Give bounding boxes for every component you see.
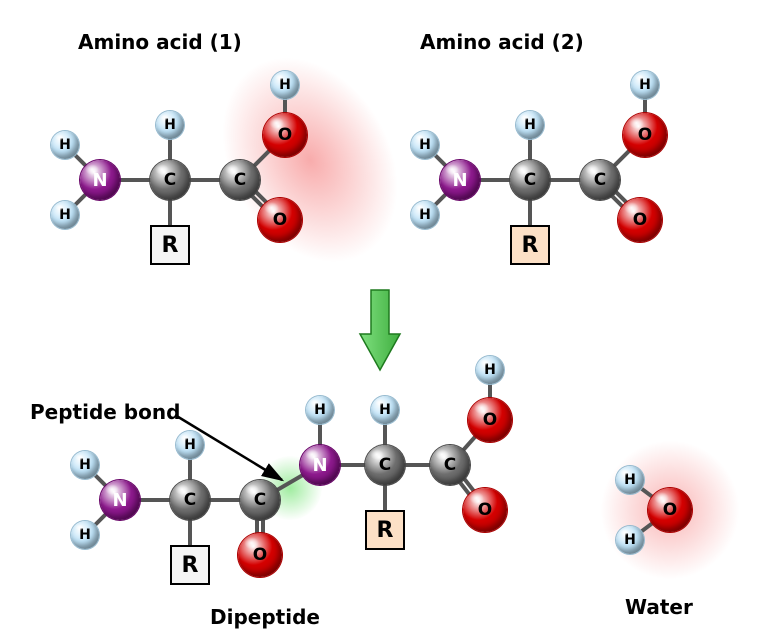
label-aa2: Amino acid (2) [420, 30, 584, 54]
atom-O-dipeptide-O2s: O [468, 398, 512, 442]
atom-H-aa1-Hn1: H [51, 131, 79, 159]
atom-H-aa2-Hn2: H [411, 201, 439, 229]
glow-leaving-group [186, 25, 435, 296]
atom-C-aa2-Cc: C [580, 160, 620, 200]
r-group-box-dipeptide-1: R [365, 510, 405, 550]
atom-O-aa1-O1: O [258, 198, 302, 242]
atom-H-aa1-Hca: H [156, 111, 184, 139]
atom-C-aa2-Ca: C [510, 160, 550, 200]
atom-O-dipeptide-O2d: O [463, 488, 507, 532]
atom-N-aa2-N: N [440, 160, 480, 200]
atom-H-dipeptide-Hn2a: H [306, 396, 334, 424]
label-water: Water [625, 595, 693, 619]
label-peptide_bond: Peptide bond [30, 400, 180, 424]
atom-H-dipeptide-Hoh2: H [476, 356, 504, 384]
atom-H-aa2-Hoh: H [631, 71, 659, 99]
atom-H-water-H2: H [616, 526, 644, 554]
label-dipeptide: Dipeptide [210, 605, 320, 629]
atom-C-dipeptide-Cc2: C [430, 445, 470, 485]
atom-N-dipeptide-N2: N [300, 445, 340, 485]
atom-H-water-H1: H [616, 466, 644, 494]
r-group-box-aa2-0: R [510, 225, 550, 265]
atom-H-aa2-Hca: H [516, 111, 544, 139]
r-group-box-aa1-0: R [150, 225, 190, 265]
atom-O-water-O: O [648, 488, 692, 532]
atom-C-dipeptide-Ca2: C [365, 445, 405, 485]
atom-C-aa1-Cc: C [220, 160, 260, 200]
r-group-box-dipeptide-0: R [170, 545, 210, 585]
atom-H-aa1-Hn2: H [51, 201, 79, 229]
atom-H-dipeptide-Hn1b: H [71, 521, 99, 549]
atom-O-aa2-O1: O [618, 198, 662, 242]
atom-H-aa2-Hn1: H [411, 131, 439, 159]
atom-N-dipeptide-N1: N [100, 480, 140, 520]
atom-N-aa1-N: N [80, 160, 120, 200]
pointer-arrow-icon [160, 400, 297, 495]
atom-C-aa1-Ca: C [150, 160, 190, 200]
atom-H-dipeptide-Hca2: H [371, 396, 399, 424]
reaction-arrow-icon [350, 280, 410, 380]
atom-H-aa1-Hoh: H [271, 71, 299, 99]
diagram-stage: NCCOOHHHHRNCCOOHHHHRNCCONHCHCOOHHHHRROHH… [0, 0, 782, 641]
atom-O-aa1-O2: O [263, 113, 307, 157]
label-aa1: Amino acid (1) [78, 30, 242, 54]
atom-H-dipeptide-Hn1a: H [71, 451, 99, 479]
atom-O-dipeptide-O1: O [238, 533, 282, 577]
atom-O-aa2-O2: O [623, 113, 667, 157]
